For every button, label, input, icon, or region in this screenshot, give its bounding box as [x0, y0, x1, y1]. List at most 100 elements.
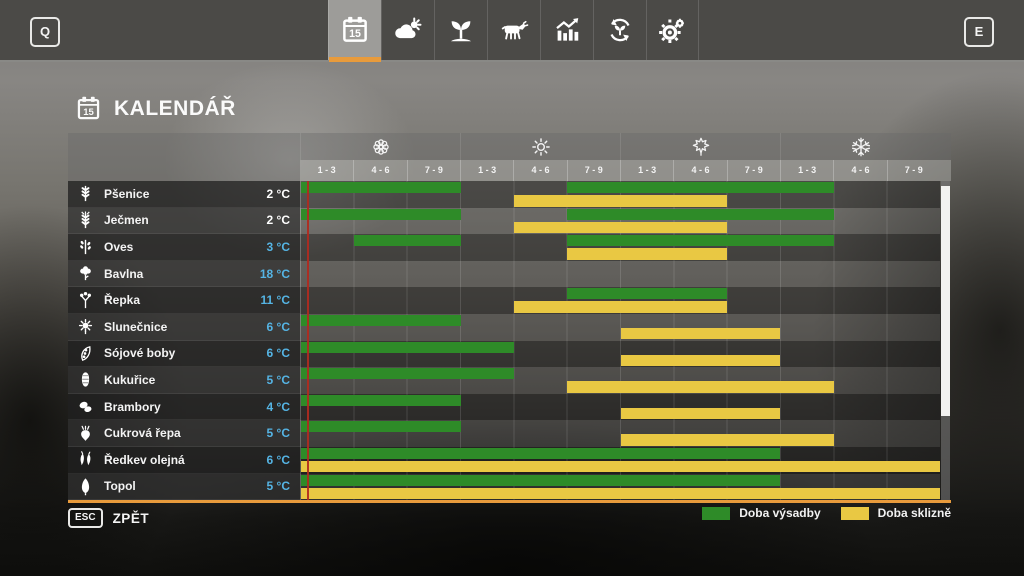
esc-key-hint: ESC: [68, 508, 103, 528]
crop-name: Kukuřice: [104, 372, 156, 387]
harvest-bar: [567, 248, 727, 260]
harvest-bar: [620, 407, 781, 420]
crop-name: Cukrová řepa: [104, 426, 181, 441]
crop-row: Ječmen 2 °C: [68, 207, 940, 235]
crop-label-cell: Sójové boby 6 °C: [68, 340, 300, 368]
cotton-icon: [76, 264, 95, 283]
crop-row: Cukrová řepa 5 °C: [68, 420, 940, 447]
crop-name: Topol: [104, 479, 136, 494]
crop-temp: 6 °C: [266, 319, 290, 334]
calendar-title-icon: [75, 95, 102, 122]
period-label: 7 - 9: [726, 160, 780, 181]
crop-bars-cell: [300, 181, 940, 208]
tab-production[interactable]: [593, 0, 646, 60]
harvest-bar: [301, 460, 940, 473]
season-band: [68, 133, 951, 160]
tab-animals[interactable]: [487, 0, 540, 60]
crop-name: Řepka: [104, 293, 141, 308]
scrollbar[interactable]: [941, 181, 950, 501]
period-label: 7 - 9: [886, 160, 940, 181]
crop-row: Bavlna 18 °C: [68, 260, 940, 288]
crop-bars-cell: [300, 260, 940, 288]
tab-finances[interactable]: [540, 0, 593, 60]
harvest-bar: [620, 354, 781, 367]
canola-icon: [76, 291, 95, 310]
crop-bars-cell: [300, 340, 940, 368]
calendar-rows: Pšenice 2 °C Ječmen 2 °C Oves 3 °C Bavlna 18 °C…: [68, 181, 940, 501]
crop-label-cell: Topol 5 °C: [68, 473, 300, 501]
crop-label-cell: Řepka 11 °C: [68, 287, 300, 314]
harvest-bar: [514, 195, 727, 207]
leaf-icon: [690, 136, 712, 158]
crop-temp: 6 °C: [266, 346, 290, 361]
crop-name: Oves: [104, 239, 134, 254]
crop-label-cell: Oves 3 °C: [68, 234, 300, 261]
soybean-icon: [76, 344, 95, 363]
potato-icon: [76, 397, 95, 416]
crop-label-cell: Kukuřice 5 °C: [68, 367, 300, 394]
season-header: [300, 133, 940, 160]
crop-temp: 3 °C: [266, 239, 290, 254]
planting-bar: [301, 421, 461, 433]
crop-label-cell: Ječmen 2 °C: [68, 207, 300, 235]
crop-temp: 5 °C: [266, 479, 290, 494]
planting-bar: [301, 208, 461, 220]
animals-icon: [499, 15, 529, 45]
tab-weather[interactable]: [381, 0, 434, 60]
planting-bar: [301, 314, 461, 326]
crop-label-cell: Pšenice 2 °C: [68, 181, 300, 208]
planting-bar: [301, 474, 781, 486]
crop-temp: 5 °C: [266, 372, 290, 387]
tab-settings[interactable]: [646, 0, 699, 60]
crop-row: Sójové boby 6 °C: [68, 340, 940, 368]
next-tab-key-hint: E: [964, 17, 994, 47]
legend-item: Doba sklizně: [840, 506, 951, 520]
back-control[interactable]: ESC ZPĚT: [68, 508, 149, 528]
page-title: KALENDÁŘ: [114, 96, 236, 120]
harvest-bar: [301, 487, 940, 500]
harvest-bar: [620, 434, 834, 446]
crop-name: Sójové boby: [104, 346, 176, 361]
prev-tab-key-label: Q: [39, 24, 51, 39]
crop-bars-cell: [300, 367, 940, 394]
crop-temp: 2 °C: [266, 213, 290, 228]
crop-bars-cell: [300, 473, 940, 501]
harvest-bar: [514, 301, 727, 313]
top-menu-bar: Q E: [0, 0, 1024, 62]
crop-name: Bavlna: [104, 266, 144, 281]
crop-temp: 5 °C: [266, 426, 290, 441]
planting-bar: [301, 368, 514, 380]
crop-bars-cell: [300, 234, 940, 261]
crop-temp: 11 °C: [260, 293, 290, 308]
harvest-bar: [620, 327, 781, 340]
wheat-icon: [76, 184, 95, 203]
page-header: KALENDÁŘ: [75, 95, 236, 122]
legend-label: Doba výsadby: [739, 506, 821, 520]
crop-label-cell: Ředkev olejná 6 °C: [68, 446, 300, 474]
season-summer: [460, 133, 620, 160]
crop-temp: 18 °C: [259, 266, 290, 281]
crop-bars-cell: [300, 207, 940, 235]
tab-calendar[interactable]: [328, 0, 381, 62]
crop-name: Brambory: [104, 399, 161, 414]
sun-icon: [530, 136, 552, 158]
harvest-bar: [514, 221, 727, 234]
harvest-bar: [567, 381, 834, 393]
back-label: ZPĚT: [112, 510, 150, 526]
crop-row: Ředkev olejná 6 °C: [68, 446, 940, 474]
planting-bar: [301, 182, 461, 193]
barley-icon: [76, 211, 95, 230]
period-label: 7 - 9: [406, 160, 460, 181]
crop-row: Oves 3 °C: [68, 234, 940, 261]
period-label: 1 - 3: [459, 160, 513, 181]
tab-crops[interactable]: [434, 0, 487, 60]
tab-strip: [328, 0, 699, 62]
crop-bars-cell: [300, 393, 940, 421]
oat-icon: [76, 237, 95, 256]
radish-icon: [76, 450, 95, 469]
scrollbar-thumb[interactable]: [941, 186, 950, 416]
period-label: 1 - 3: [779, 160, 833, 181]
